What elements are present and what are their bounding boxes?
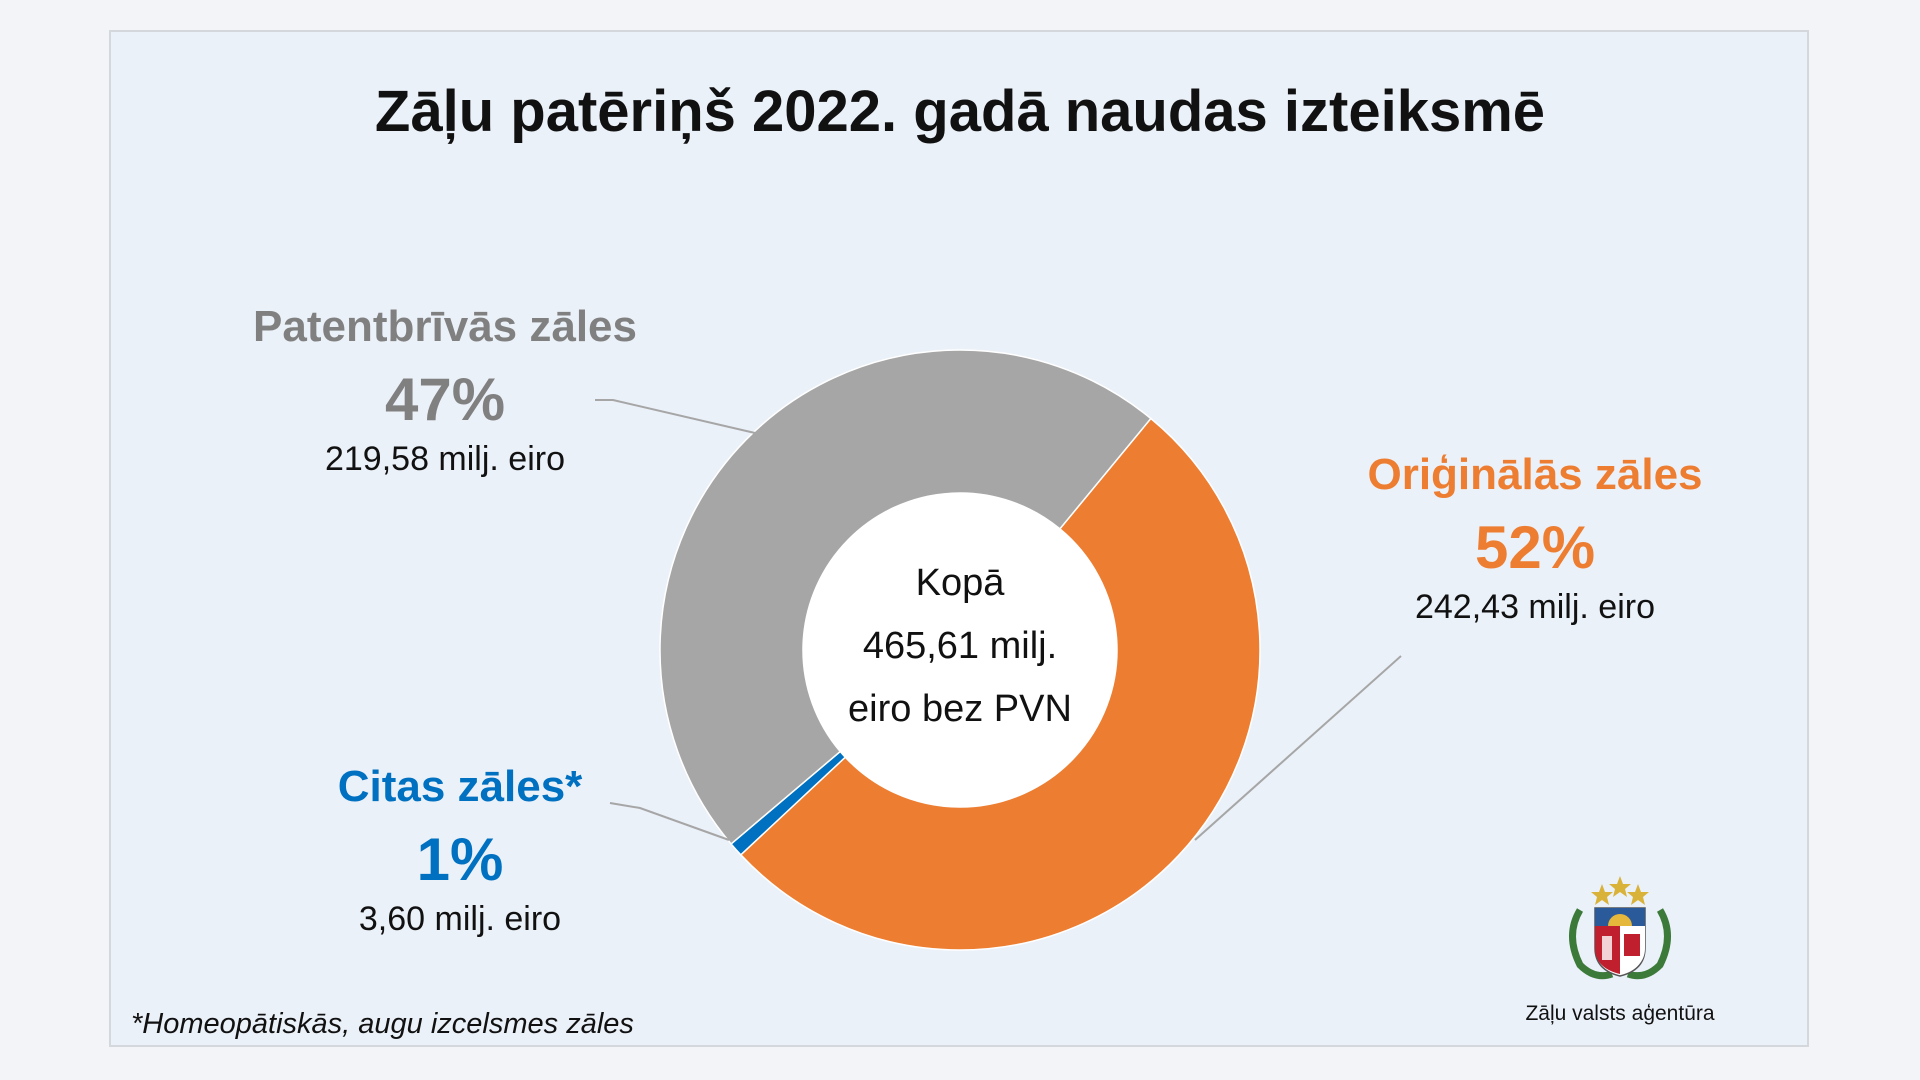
agency-name: Zāļu valsts aģentūra bbox=[1525, 1002, 1715, 1025]
coat-of-arms-icon bbox=[1569, 876, 1671, 980]
series-name: Oriģinālās zāles bbox=[1367, 450, 1703, 499]
center-line: eiro bez PVN bbox=[848, 688, 1072, 730]
series-value: 219,58 milj. eiro bbox=[324, 439, 565, 478]
series-percent: 47% bbox=[384, 365, 506, 433]
donut-hole bbox=[803, 493, 1117, 807]
label-citas: Citas zāles* 1% 3,60 milj. eiro bbox=[215, 762, 705, 939]
donut-center-total: Kopā 465,61 milj. eiro bez PVN bbox=[808, 552, 1112, 741]
leader-line-citas bbox=[609, 802, 730, 841]
label-patentbrivas: Patentbrīvās zāles 47% 219,58 milj. eiro bbox=[200, 302, 690, 479]
series-percent: 1% bbox=[416, 825, 504, 893]
series-value: 3,60 milj. eiro bbox=[358, 899, 562, 938]
series-value: 242,43 milj. eiro bbox=[1414, 587, 1655, 626]
leader-line-originalas bbox=[1194, 655, 1402, 841]
series-name: Citas zāles* bbox=[337, 762, 583, 811]
center-line: Kopā bbox=[915, 562, 1005, 604]
series-percent: 52% bbox=[1474, 513, 1596, 581]
series-name: Patentbrīvās zāles bbox=[253, 302, 637, 351]
leader-line-patentbrivas bbox=[595, 399, 756, 434]
label-originalas: Oriģinālās zāles 52% 242,43 milj. eiro bbox=[1290, 450, 1780, 627]
footnote: *Homeopātiskās, augu izcelsmes zāles bbox=[131, 1008, 634, 1040]
center-line: 465,61 milj. bbox=[862, 625, 1058, 667]
chart-title: Zāļu patēriņš 2022. gadā naudas izteiksm… bbox=[374, 79, 1546, 144]
